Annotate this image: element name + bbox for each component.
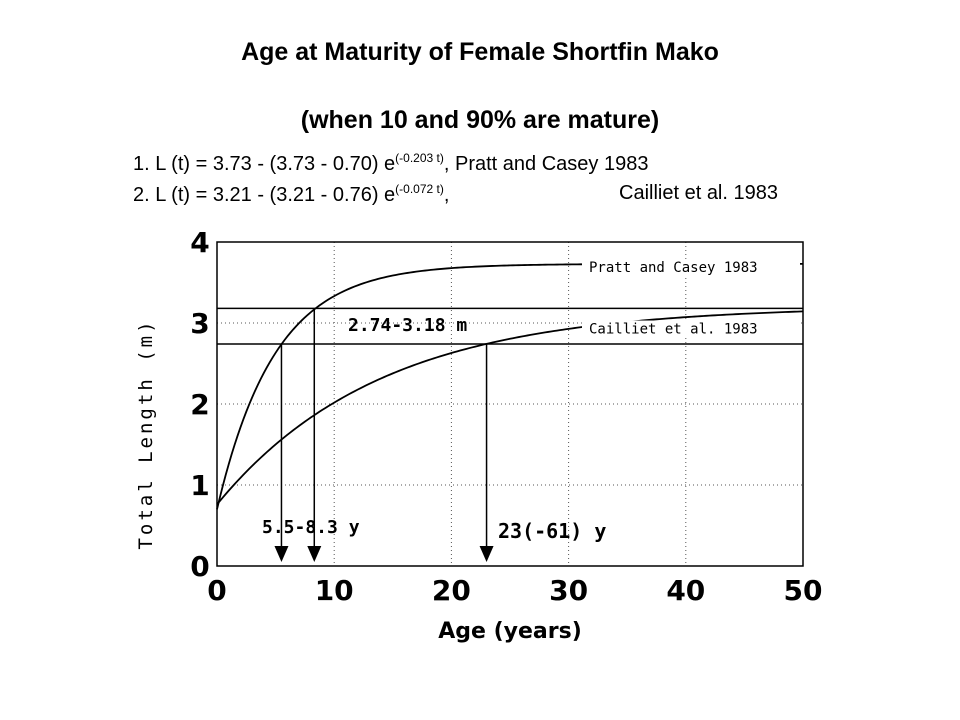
x-tick-label: 20 [432,574,471,607]
annotation-label: 5.5-8.3 y [262,517,360,538]
chart-subtitle: (when 10 and 90% are mature) [300,106,660,134]
x-tick-label: 50 [784,574,823,607]
series-label-1: Pratt and Casey 1983 [589,260,758,276]
series-curve-2 [216,310,804,506]
equation-2-formula: 2. L (t) = 3.21 - (3.21 - 0.76) e [133,184,396,206]
chart-title: Age at Maturity of Female Shortfin Mako [241,38,719,66]
equation-2-exponent: (-0.072 t) [395,182,444,196]
y-axis-label: Total Length (m) [135,318,157,549]
series-label-backing [582,320,800,338]
series-label-backing [582,258,800,276]
equation-1: 1. L (t) = 3.73 - (3.73 - 0.70) e(-0.203… [133,151,648,176]
y-tick-label: 1 [190,469,209,502]
equation-1-comma: , [443,153,450,175]
equation-1-exponent: (-0.203 t) [395,151,444,165]
plot-frame [216,241,804,567]
series-curve-1 [216,262,803,510]
x-tick-label: 30 [549,574,588,607]
equation-2-comma: , [443,184,450,206]
equation-2-reference: Cailliet et al. 1983 [619,182,778,204]
equation-1-formula: 1. L (t) = 3.73 - (3.73 - 0.70) e [133,153,396,175]
series-label-2: Cailliet et al. 1983 [589,322,758,338]
y-tick-label: 3 [190,307,209,340]
x-tick-label: 0 [207,574,226,607]
annotation-label: 23(-61) y [498,519,606,543]
y-tick-label: 0 [190,550,209,583]
annotation-label: 2.74-3.18 m [348,315,467,336]
equation-1-reference: Pratt and Casey 1983 [454,153,649,175]
equation-2: 2. L (t) = 3.21 - (3.21 - 0.76) e(-0.072… [133,182,778,207]
x-tick-label: 10 [315,574,354,607]
maturity-arrow-head [307,546,322,562]
maturity-arrow-head [274,546,289,562]
y-tick-label: 4 [190,226,209,259]
maturity-arrow-head [479,546,494,562]
x-axis-label: Age (years) [438,619,582,644]
y-tick-label: 2 [190,388,209,421]
x-tick-label: 40 [666,574,705,607]
